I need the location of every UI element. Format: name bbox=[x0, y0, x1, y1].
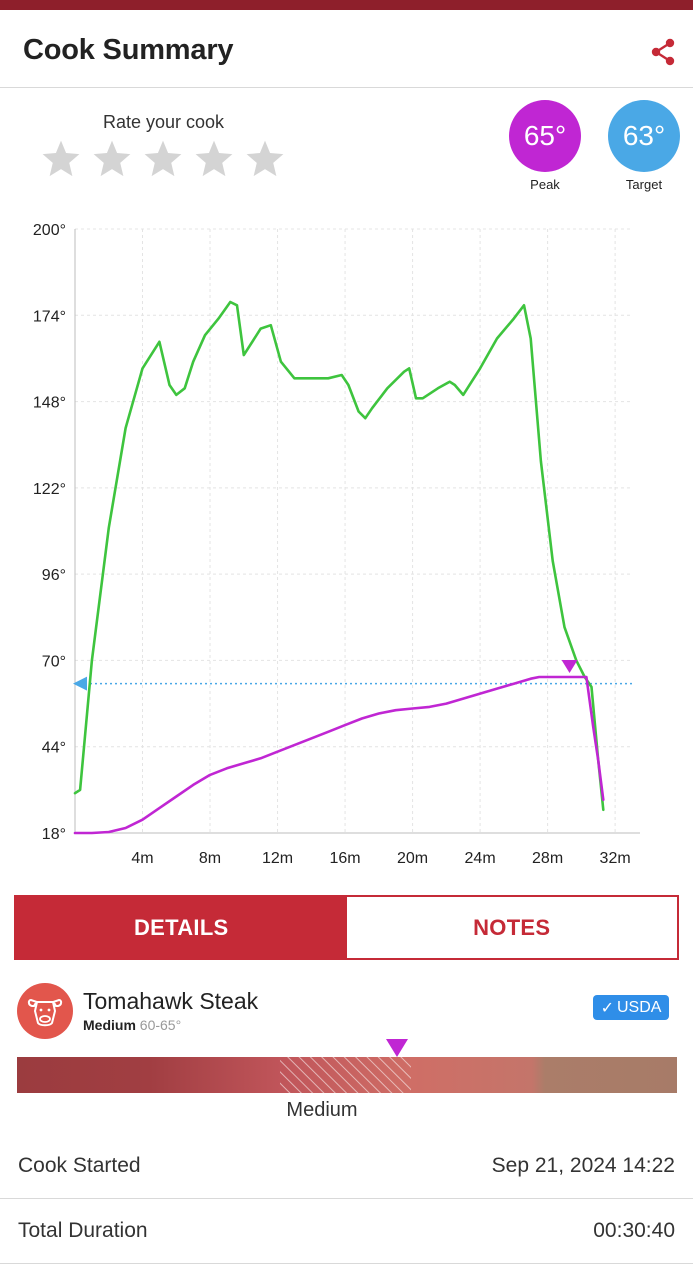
peak-temp-value: 65° bbox=[523, 120, 567, 151]
x-tick-label: 24m bbox=[465, 850, 496, 867]
x-tick-label: 28m bbox=[532, 850, 563, 867]
doneness-marker-icon bbox=[386, 1039, 408, 1057]
x-tick-label: 16m bbox=[329, 850, 360, 867]
internal-temp-line bbox=[73, 675, 605, 835]
target-marker-icon bbox=[73, 676, 87, 691]
target-label: Target bbox=[625, 177, 663, 192]
usda-badge[interactable]: ✓ USDA bbox=[593, 995, 669, 1020]
y-tick-label: 122° bbox=[33, 481, 66, 498]
x-tick-label: 8m bbox=[199, 850, 221, 867]
doneness-selected-zone bbox=[280, 1057, 411, 1093]
total-duration-label: Total Duration bbox=[18, 1219, 148, 1242]
share-icon[interactable] bbox=[648, 36, 680, 68]
app-header: Cook Summary bbox=[0, 10, 693, 88]
peak-marker-icon bbox=[561, 660, 578, 674]
target-temp-value: 63° bbox=[622, 120, 666, 151]
peak-temp-badge: 65° bbox=[509, 100, 581, 172]
tab-notes[interactable]: NOTES bbox=[346, 897, 677, 958]
x-tick-label: 32m bbox=[600, 850, 631, 867]
cook-started-value: Sep 21, 2024 14:22 bbox=[491, 1154, 675, 1177]
x-tick-label: 4m bbox=[131, 850, 153, 867]
doneness-bar-label: Medium bbox=[286, 1099, 358, 1121]
cow-icon bbox=[17, 983, 73, 1039]
y-tick-label: 70° bbox=[42, 653, 66, 670]
y-tick-label: 174° bbox=[33, 308, 66, 325]
y-tick-label: 44° bbox=[42, 740, 66, 757]
y-tick-label: 18° bbox=[42, 826, 66, 843]
tab-details[interactable]: DETAILS bbox=[16, 897, 347, 958]
doneness-level: Medium bbox=[83, 1017, 136, 1033]
star-icon[interactable] bbox=[39, 138, 83, 180]
meat-name: Tomahawk Steak bbox=[83, 988, 259, 1014]
doneness-temp-range: 60-65° bbox=[139, 1017, 182, 1033]
star-icon[interactable] bbox=[192, 138, 236, 180]
total-duration-value: 00:30:40 bbox=[593, 1219, 675, 1242]
target-temp-badge: 63° bbox=[608, 100, 680, 172]
y-tick-label: 148° bbox=[33, 395, 66, 412]
check-icon: ✓ bbox=[600, 999, 614, 1017]
status-strip bbox=[0, 0, 693, 10]
star-icon[interactable] bbox=[141, 138, 185, 180]
total-duration-row: Total Duration 00:30:40 bbox=[0, 1200, 693, 1264]
usda-label: USDA bbox=[616, 998, 662, 1016]
x-tick-label: 20m bbox=[397, 850, 428, 867]
star-icon[interactable] bbox=[243, 138, 287, 180]
x-tick-label: 12m bbox=[262, 850, 293, 867]
y-tick-label: 96° bbox=[42, 567, 66, 584]
cook-started-label: Cook Started bbox=[18, 1154, 141, 1177]
detail-tabs: DETAILS NOTES bbox=[14, 895, 679, 960]
doneness-range: Medium 60-65° bbox=[83, 1017, 181, 1033]
star-icon[interactable] bbox=[90, 138, 134, 180]
doneness-bar bbox=[17, 1057, 677, 1093]
y-tick-label: 200° bbox=[33, 222, 66, 239]
cook-started-row: Cook Started Sep 21, 2024 14:22 bbox=[0, 1135, 693, 1199]
temperature-chart: 18° 44° 70° 96° 122° 148° 174° 200° 4m 8m 12m 16m 20… bbox=[33, 222, 640, 867]
ambient-temp-line bbox=[73, 300, 605, 812]
peak-label: Peak bbox=[530, 177, 560, 192]
page-title: Cook Summary bbox=[23, 34, 234, 66]
star-rating[interactable] bbox=[39, 138, 287, 180]
rate-label: Rate your cook bbox=[103, 112, 225, 132]
